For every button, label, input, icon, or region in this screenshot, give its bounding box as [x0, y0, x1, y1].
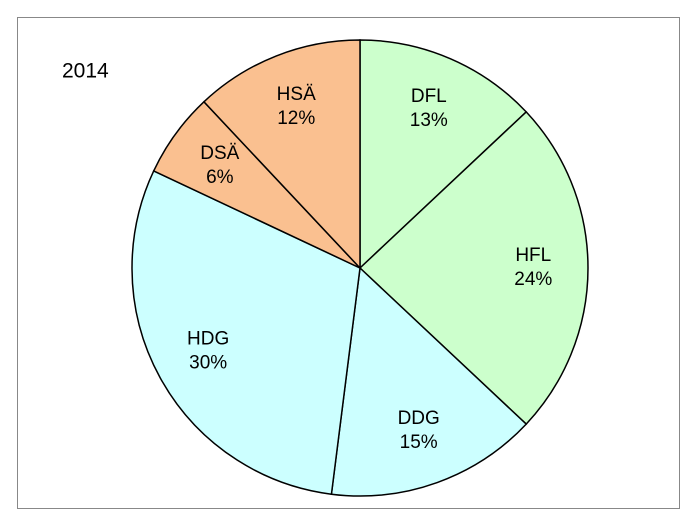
slice-label: 24% [514, 269, 552, 290]
pie-slice [358, 110, 589, 426]
pie-slice [330, 266, 528, 497]
slice-label: 30% [189, 352, 227, 373]
slice-name: DDG [398, 408, 440, 429]
slice-name: DFL [411, 86, 447, 107]
slice-name: DSÄ [200, 143, 239, 164]
slice-label: 15% [400, 432, 438, 453]
pie-slice [202, 39, 361, 270]
slice-name: HFL [515, 245, 551, 266]
slice-name: HSÄ [277, 84, 316, 105]
slice-label: 13% [410, 110, 448, 131]
chart-title: 2014 [62, 60, 109, 83]
slice-name: HDG [187, 328, 229, 349]
pie-slice [131, 169, 361, 496]
slice-label: 12% [277, 108, 315, 129]
pie-slice [359, 39, 528, 270]
slice-label: 6% [206, 167, 234, 188]
